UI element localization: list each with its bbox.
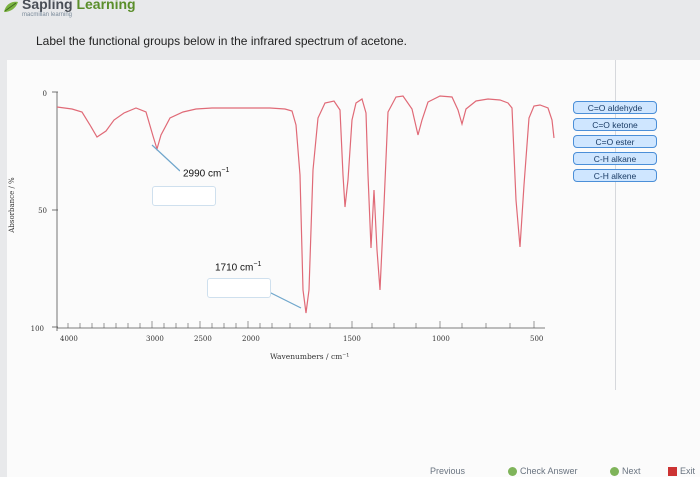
chip-co-ketone[interactable]: C=O ketone bbox=[573, 118, 657, 131]
header-bar: Sapling Learning macmillan learning bbox=[0, 0, 700, 30]
y-tick-label-50: 50 bbox=[38, 207, 47, 215]
next-button[interactable]: Next bbox=[610, 466, 641, 476]
x-axis-title: Wavenumbers / cm⁻¹ bbox=[270, 352, 349, 361]
brand-subtitle: macmillan learning bbox=[22, 12, 73, 18]
leader-line-2990 bbox=[151, 144, 181, 172]
x-minor-ticks bbox=[67, 321, 535, 328]
chip-co-aldehyde[interactable]: C=O aldehyde bbox=[573, 101, 657, 114]
drop-target-1710[interactable] bbox=[207, 278, 271, 298]
y-tick-label-0: 0 bbox=[43, 90, 47, 98]
chip-co-ester[interactable]: C=O ester bbox=[573, 135, 657, 148]
chip-ch-alkene[interactable]: C-H alkene bbox=[573, 169, 657, 182]
brand-title: Sapling Learning bbox=[22, 0, 136, 12]
label-palette: C=O aldehyde C=O ketone C=O ester C-H al… bbox=[573, 101, 657, 186]
check-icon bbox=[508, 466, 517, 476]
x-tick-label-2500: 2500 bbox=[194, 335, 212, 343]
spectrum-trace bbox=[56, 95, 555, 314]
peak-label-1710: 1710 cm−1 bbox=[212, 260, 265, 275]
navigation-bar: Previous Check Answer Next Exit bbox=[430, 466, 700, 477]
x-tick-label-1500: 1500 bbox=[343, 335, 361, 343]
chip-ch-alkane[interactable]: C-H alkane bbox=[573, 152, 657, 165]
leader-line-1710 bbox=[264, 289, 302, 309]
check-answer-label: Check Answer bbox=[520, 466, 578, 476]
exit-label: Exit bbox=[680, 466, 696, 476]
next-label: Next bbox=[622, 466, 641, 476]
x-tick-label-3000: 3000 bbox=[146, 335, 164, 343]
exit-icon bbox=[668, 466, 677, 476]
peak-label-2990: 2990 cm−1 bbox=[180, 166, 233, 181]
x-tick-label-2000: 2000 bbox=[242, 335, 260, 343]
exit-button[interactable]: Exit bbox=[668, 466, 695, 476]
question-text: Label the functional groups below in the… bbox=[36, 34, 407, 48]
pane-divider bbox=[615, 60, 616, 390]
y-axis-title: Absorbance / % bbox=[8, 177, 16, 234]
x-tick-label-4000: 4000 bbox=[60, 335, 78, 343]
check-answer-button[interactable]: Check Answer bbox=[508, 466, 578, 476]
y-tick-label-100: 100 bbox=[31, 325, 44, 333]
drop-target-2990[interactable] bbox=[152, 186, 216, 206]
sapling-leaf-icon bbox=[4, 1, 18, 12]
x-tick-label-500: 500 bbox=[530, 335, 543, 343]
previous-label: Previous bbox=[430, 466, 466, 476]
previous-button[interactable]: Previous bbox=[430, 466, 465, 476]
next-arrow-icon bbox=[610, 466, 619, 476]
x-tick-label-1000: 1000 bbox=[432, 335, 450, 343]
